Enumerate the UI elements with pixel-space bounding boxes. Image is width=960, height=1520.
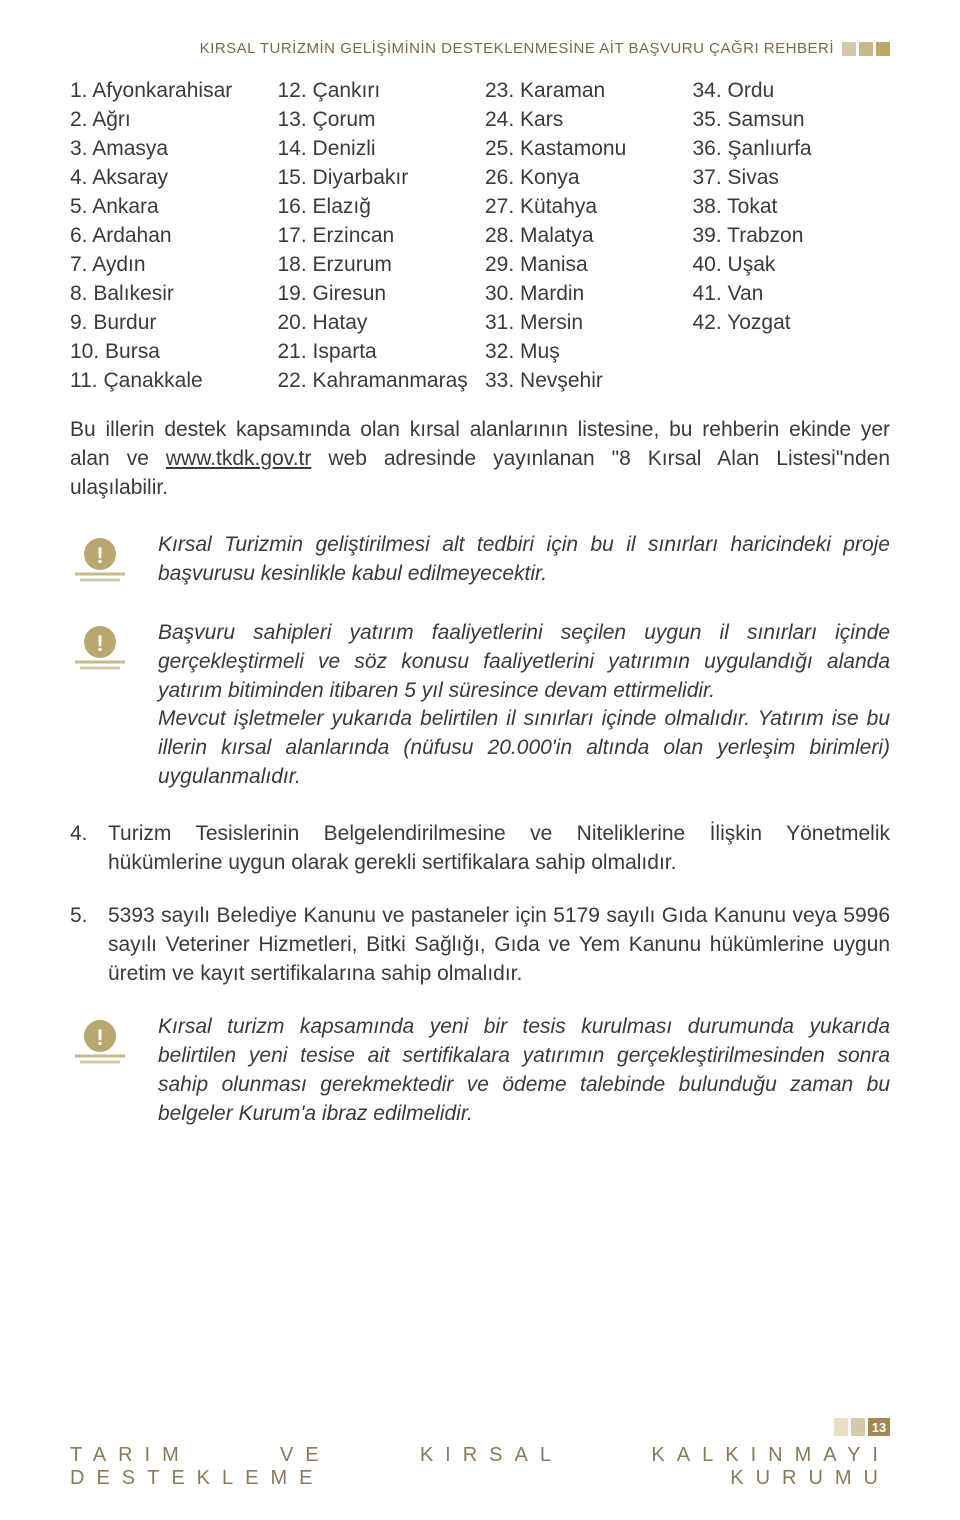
callout-3-text: Kırsal turizm kapsamında yeni bir tesis … [158,1013,890,1129]
province-item: 23. Karaman [485,77,683,106]
province-item: 37. Sivas [693,164,891,193]
province-item: 16. Elazığ [278,193,476,222]
item-4-text: Turizm Tesislerinin Belgelendirilmesine … [108,820,890,878]
province-item: 40. Uşak [693,251,891,280]
province-item: 22. Kahramanmaraş [278,367,476,396]
province-item: 18. Erzurum [278,251,476,280]
province-item: 26. Konya [485,164,683,193]
callout-1-text: Kırsal Turizmin geliştirilmesi alt tedbi… [158,531,890,589]
callout-2-p1: Başvuru sahipleri yatırım faaliyetlerini… [158,619,890,706]
province-item: 17. Erzincan [278,222,476,251]
province-item: 4. Aksaray [70,164,268,193]
province-item: 12. Çankırı [278,77,476,106]
intro-paragraph: Bu illerin destek kapsamında olan kırsal… [70,416,890,503]
province-item: 7. Aydın [70,251,268,280]
callout-2-p2: Mevcut işletmeler yukarıda belirtilen il… [158,705,890,792]
province-col-2: 12. Çankırı13. Çorum14. Denizli15. Diyar… [278,77,476,396]
province-item: 10. Bursa [70,338,268,367]
province-item: 9. Burdur [70,309,268,338]
province-item: 34. Ordu [693,77,891,106]
province-item: 1. Afyonkarahisar [70,77,268,106]
province-item: 29. Manisa [485,251,683,280]
province-item: 31. Mersin [485,309,683,338]
province-item: 20. Hatay [278,309,476,338]
province-item: 42. Yozgat [693,309,891,338]
header-title: KIRSAL TURİZMİN GELİŞİMİNİN DESTEKLENMES… [200,40,834,57]
province-col-3: 23. Karaman24. Kars25. Kastamonu26. Kony… [485,77,683,396]
callout-3: ! Kırsal turizm kapsamında yeni bir tesi… [70,1013,890,1129]
list-item-5: 5. 5393 sayılı Belediye Kanunu ve pastan… [70,902,890,989]
footer-title: TARIM VE KIRSAL KALKINMAYI DESTEKLEME KU… [70,1444,890,1490]
province-item: 14. Denizli [278,135,476,164]
province-item: 27. Kütahya [485,193,683,222]
decor-square [859,42,873,56]
province-item: 8. Balıkesir [70,280,268,309]
province-item: 28. Malatya [485,222,683,251]
province-item: 38. Tokat [693,193,891,222]
page-footer: 13 TARIM VE KIRSAL KALKINMAYI DESTEKLEME… [70,1418,890,1490]
province-item: 15. Diyarbakır [278,164,476,193]
province-item: 36. Şanlıurfa [693,135,891,164]
province-item: 5. Ankara [70,193,268,222]
alert-icon: ! [70,531,140,591]
province-item: 6. Ardahan [70,222,268,251]
province-item: 39. Trabzon [693,222,891,251]
page-number-row: 13 [70,1418,890,1436]
page-number: 13 [868,1418,890,1436]
decor-square [851,1418,865,1436]
province-item: 19. Giresun [278,280,476,309]
decor-square [842,42,856,56]
alert-icon: ! [70,619,140,679]
tkdk-link[interactable]: www.tkdk.gov.tr [166,447,311,470]
province-item: 13. Çorum [278,106,476,135]
province-item: 11. Çanakkale [70,367,268,396]
decor-square [876,42,890,56]
province-item: 32. Muş [485,338,683,367]
item-5-text: 5393 sayılı Belediye Kanunu ve pastanele… [108,902,890,989]
province-list: 1. Afyonkarahisar2. Ağrı3. Amasya4. Aksa… [70,77,890,396]
callout-1: ! Kırsal Turizmin geliştirilmesi alt ted… [70,531,890,591]
province-col-1: 1. Afyonkarahisar2. Ağrı3. Amasya4. Aksa… [70,77,268,396]
province-col-4: 34. Ordu35. Samsun36. Şanlıurfa37. Sivas… [693,77,891,396]
province-item: 30. Mardin [485,280,683,309]
svg-text:!: ! [96,543,103,568]
svg-text:!: ! [96,1025,103,1050]
callout-2: ! Başvuru sahipleri yatırım faaliyetleri… [70,619,890,793]
header-decor [842,42,890,56]
province-item: 35. Samsun [693,106,891,135]
list-item-4: 4. Turizm Tesislerinin Belgelendirilmesi… [70,820,890,878]
province-item: 24. Kars [485,106,683,135]
callout-2-text: Başvuru sahipleri yatırım faaliyetlerini… [158,619,890,793]
province-item: 2. Ağrı [70,106,268,135]
item-5-number: 5. [70,902,98,989]
alert-icon: ! [70,1013,140,1073]
province-item: 41. Van [693,280,891,309]
page-header: KIRSAL TURİZMİN GELİŞİMİNİN DESTEKLENMES… [70,40,890,57]
decor-square [834,1418,848,1436]
province-item: 33. Nevşehir [485,367,683,396]
province-item: 3. Amasya [70,135,268,164]
svg-text:!: ! [96,631,103,656]
item-4-number: 4. [70,820,98,878]
province-item: 21. Isparta [278,338,476,367]
province-item: 25. Kastamonu [485,135,683,164]
